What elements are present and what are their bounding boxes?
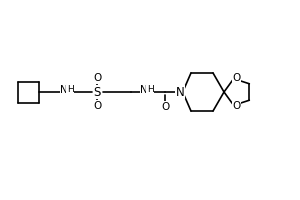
Text: N: N <box>60 85 68 95</box>
Text: O: O <box>93 101 101 111</box>
Text: N: N <box>140 85 148 95</box>
Text: N: N <box>176 86 184 98</box>
Text: O: O <box>93 73 101 83</box>
Text: O: O <box>232 73 241 83</box>
Text: O: O <box>161 102 169 112</box>
Text: S: S <box>93 86 101 98</box>
Text: O: O <box>232 101 241 111</box>
Text: H: H <box>147 86 153 95</box>
Text: H: H <box>67 86 73 95</box>
